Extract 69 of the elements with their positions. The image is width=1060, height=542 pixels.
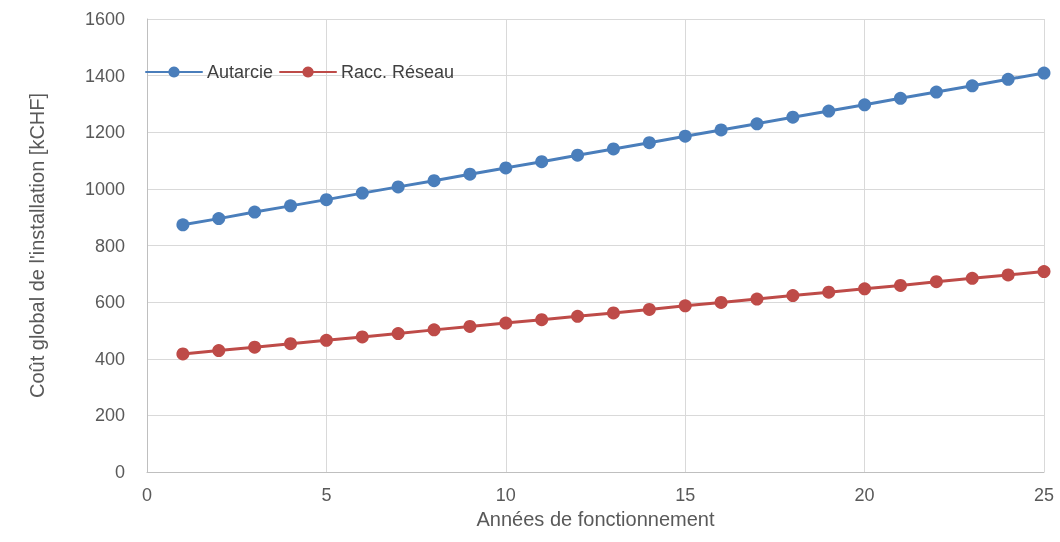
point [176,218,190,232]
point [750,117,764,131]
point [499,316,513,330]
x-tick-label: 25 [1033,485,1055,505]
point [1037,265,1051,279]
point [355,186,369,200]
y-tick-label: 400 [94,348,125,369]
x-tick-label: 0 [141,485,153,505]
point [571,309,585,323]
point [965,271,979,285]
y-tick-label: 1600 [84,9,125,29]
point [284,337,298,351]
point [822,285,836,299]
y-tick-label: 600 [94,292,125,313]
point [822,104,836,118]
legend-label: Autarcie [207,62,274,82]
point [463,167,477,181]
point [642,136,656,150]
point [571,148,585,162]
y-tick-label: 1000 [84,178,125,199]
point [786,289,800,303]
point [176,347,190,361]
point [1037,66,1051,80]
point [391,180,405,194]
point [463,319,477,333]
point [858,282,872,296]
point [893,91,907,105]
point [893,278,907,292]
point [248,340,262,354]
point [427,323,441,337]
point [499,161,513,175]
point [212,344,226,358]
x-tick-label: 5 [321,485,332,505]
point [535,155,549,169]
point [929,85,943,99]
y-tick-label: 800 [94,235,125,256]
point [642,302,656,316]
point [714,123,728,137]
point [355,330,369,344]
y-tick-label: 1200 [84,122,125,143]
point [1001,72,1015,86]
y-tick-label: 0 [114,462,125,482]
point [319,333,333,347]
point [248,205,262,219]
point [714,295,728,309]
point [1001,268,1015,282]
point [535,313,549,327]
y-tick-label: 1400 [84,65,125,86]
point [858,98,872,112]
point [678,129,692,143]
point [212,212,226,226]
y-axis-title: Coût global de l'installation [kCHF] [26,92,48,399]
point [391,327,405,341]
point [427,174,441,188]
point [606,306,620,320]
point [678,299,692,313]
legend-label: Racc. Réseau [341,62,455,82]
point [284,199,298,213]
point [965,79,979,93]
point [929,275,943,289]
x-tick-label: 15 [675,485,696,505]
x-tick-label: 20 [854,485,875,505]
point [786,110,800,124]
x-tick-label: 10 [495,485,516,505]
point [750,292,764,306]
x-axis-title: Années de fonctionnement [476,507,715,530]
y-tick-label: 200 [94,405,125,426]
point [319,193,333,207]
point [606,142,620,156]
